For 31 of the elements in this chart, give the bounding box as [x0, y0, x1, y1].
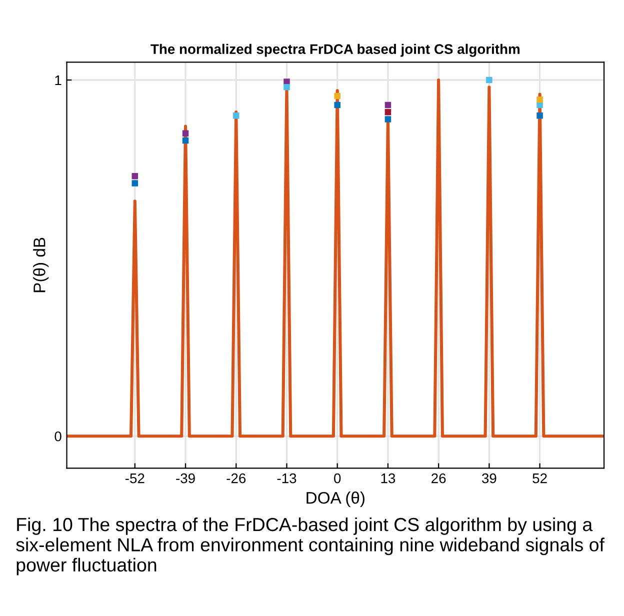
point — [334, 92, 340, 100]
point — [536, 96, 543, 103]
point — [182, 130, 189, 137]
point — [486, 76, 492, 84]
point — [233, 112, 240, 119]
point — [284, 84, 290, 90]
y-tick-label: 1 — [55, 76, 62, 86]
x-axis-title: DOA (θ) — [306, 492, 364, 508]
x-tick-label: -26 — [226, 473, 246, 484]
point — [334, 102, 340, 108]
x-tick-label: 26 — [432, 473, 446, 484]
x-tick-label: -39 — [176, 473, 195, 484]
point — [182, 137, 189, 144]
y-axis-title: P(θ) dB — [33, 238, 49, 292]
point — [132, 180, 138, 186]
point — [132, 173, 138, 180]
x-tick-label: 52 — [532, 473, 547, 484]
point — [384, 116, 392, 122]
x-tick-label: -52 — [125, 473, 144, 484]
caption: Fig. 10 The spectra of the FrDCA-based joint CS algorithm by using a six-element NLA from environment containing nine wideband signals of power fluctuation — [16, 517, 604, 576]
point — [384, 108, 392, 116]
chart-title: The normalized spectra FrDCA based joint CS algorithm — [150, 44, 520, 57]
point — [536, 102, 543, 108]
point — [284, 78, 290, 85]
x-tick-label: -13 — [277, 473, 296, 484]
x-tick-label: 13 — [381, 473, 396, 484]
point — [536, 112, 543, 119]
line-series — [66, 78, 604, 438]
x-tick-label: 39 — [482, 473, 496, 484]
x-tick-label: 0 — [334, 473, 341, 484]
point — [384, 102, 392, 108]
